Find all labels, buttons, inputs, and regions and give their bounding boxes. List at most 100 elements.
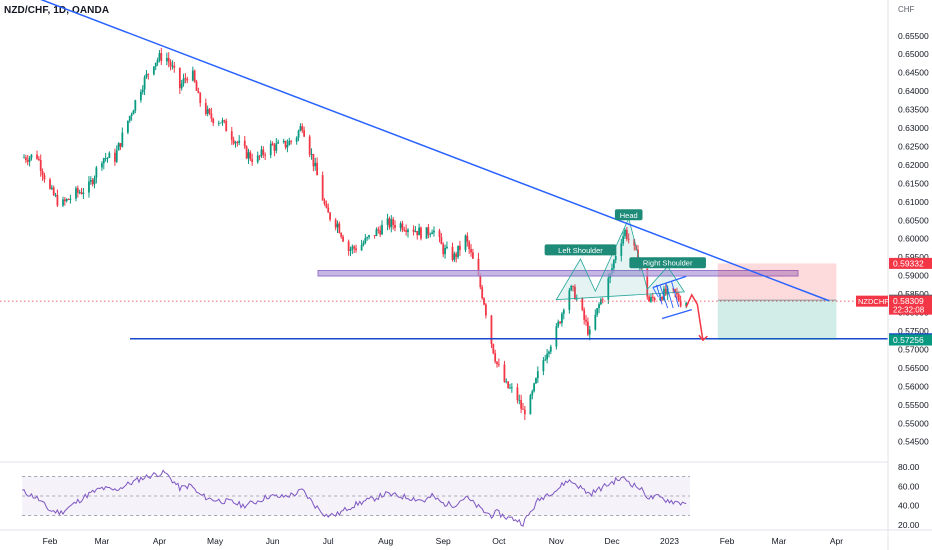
candle-body[interactable]	[364, 238, 367, 244]
candle-body[interactable]	[336, 223, 339, 228]
candle-body[interactable]	[549, 346, 552, 352]
candle-body[interactable]	[169, 62, 172, 67]
candle-body[interactable]	[388, 218, 391, 228]
candle-body[interactable]	[275, 143, 278, 151]
candle-body[interactable]	[236, 142, 239, 143]
candle-body[interactable]	[219, 122, 222, 124]
candle-body[interactable]	[184, 78, 187, 80]
candle-body[interactable]	[351, 246, 354, 250]
candle-body[interactable]	[208, 109, 211, 114]
candle-body[interactable]	[442, 244, 445, 255]
candle-body[interactable]	[340, 233, 343, 237]
candle-body[interactable]	[679, 300, 682, 307]
candle-body[interactable]	[63, 199, 66, 202]
candle-body[interactable]	[49, 179, 51, 189]
candle-body[interactable]	[167, 57, 170, 63]
candle-body[interactable]	[264, 154, 267, 156]
candle-body[interactable]	[559, 321, 561, 324]
candle-body[interactable]	[451, 246, 454, 260]
candle-body[interactable]	[245, 146, 248, 159]
candle-body[interactable]	[141, 89, 144, 93]
candle-body[interactable]	[533, 383, 536, 392]
candle-body[interactable]	[88, 181, 90, 193]
candle-body[interactable]	[156, 59, 159, 63]
candle-body[interactable]	[375, 229, 378, 237]
candle-body[interactable]	[260, 149, 263, 157]
candle-body[interactable]	[277, 142, 280, 144]
candle-body[interactable]	[607, 278, 610, 300]
candle-body[interactable]	[230, 131, 233, 140]
candle-body[interactable]	[663, 288, 665, 300]
candle-body[interactable]	[366, 237, 369, 239]
candle-body[interactable]	[297, 130, 300, 138]
candle-body[interactable]	[624, 229, 626, 237]
candle-body[interactable]	[379, 230, 382, 235]
candle-body[interactable]	[529, 395, 532, 415]
candle-body[interactable]	[416, 231, 419, 236]
candle-body[interactable]	[154, 62, 157, 67]
candle-body[interactable]	[555, 326, 558, 347]
candle-body[interactable]	[472, 252, 474, 259]
candle-body[interactable]	[115, 150, 118, 162]
candle-body[interactable]	[62, 199, 64, 206]
candle-body[interactable]	[273, 145, 276, 151]
candle-body[interactable]	[271, 143, 274, 146]
candle-body[interactable]	[334, 219, 337, 228]
candle-body[interactable]	[128, 116, 131, 121]
candle-body[interactable]	[37, 158, 40, 161]
candle-body[interactable]	[56, 194, 59, 206]
candle-body[interactable]	[418, 227, 421, 236]
rsi-pane[interactable]	[22, 469, 690, 527]
candle-body[interactable]	[262, 149, 265, 155]
candle-body[interactable]	[368, 235, 370, 238]
candle-body[interactable]	[386, 218, 389, 225]
candle-body[interactable]	[650, 296, 652, 302]
candle-body[interactable]	[288, 140, 291, 146]
candle-body[interactable]	[186, 78, 189, 81]
candle-body[interactable]	[427, 227, 430, 235]
target-zone[interactable]	[717, 300, 837, 341]
candle-body[interactable]	[191, 70, 194, 81]
candle-body[interactable]	[403, 229, 406, 231]
candle-body[interactable]	[314, 162, 317, 167]
flag-lower-line[interactable]	[661, 308, 692, 320]
candle-body[interactable]	[295, 137, 298, 142]
candle-body[interactable]	[455, 253, 458, 258]
candle-body[interactable]	[646, 268, 649, 297]
candle-body[interactable]	[102, 158, 105, 164]
candle-body[interactable]	[308, 136, 311, 155]
candle-body[interactable]	[89, 179, 92, 182]
candle-body[interactable]	[54, 194, 57, 196]
candle-body[interactable]	[145, 73, 148, 78]
candle-body[interactable]	[438, 230, 441, 238]
candle-body[interactable]	[570, 285, 573, 291]
candle-body[interactable]	[290, 140, 293, 142]
candle-body[interactable]	[664, 288, 667, 295]
candle-body[interactable]	[431, 232, 433, 235]
candle-body[interactable]	[127, 120, 129, 133]
candle-body[interactable]	[492, 343, 495, 354]
candle-body[interactable]	[39, 160, 42, 172]
head-shoulders-pattern[interactable]	[555, 217, 686, 301]
candle-body[interactable]	[303, 130, 306, 137]
candle-body[interactable]	[484, 304, 487, 316]
candle-body[interactable]	[401, 223, 404, 230]
candle-body[interactable]	[429, 234, 432, 235]
candle-body[interactable]	[510, 387, 513, 389]
candle-body[interactable]	[316, 162, 318, 176]
candle-body[interactable]	[390, 219, 393, 228]
candle-body[interactable]	[399, 223, 402, 228]
candle-body[interactable]	[195, 81, 198, 91]
candle-body[interactable]	[470, 249, 472, 253]
candle-body[interactable]	[256, 155, 259, 163]
candle-body[interactable]	[225, 120, 228, 132]
candle-body[interactable]	[420, 227, 422, 239]
candle-body[interactable]	[516, 387, 519, 401]
candle-body[interactable]	[479, 275, 482, 288]
candle-body[interactable]	[173, 65, 176, 68]
candle-body[interactable]	[612, 260, 615, 269]
candle-body[interactable]	[509, 387, 511, 389]
candle-body[interactable]	[30, 154, 33, 158]
candle-body[interactable]	[171, 65, 174, 67]
